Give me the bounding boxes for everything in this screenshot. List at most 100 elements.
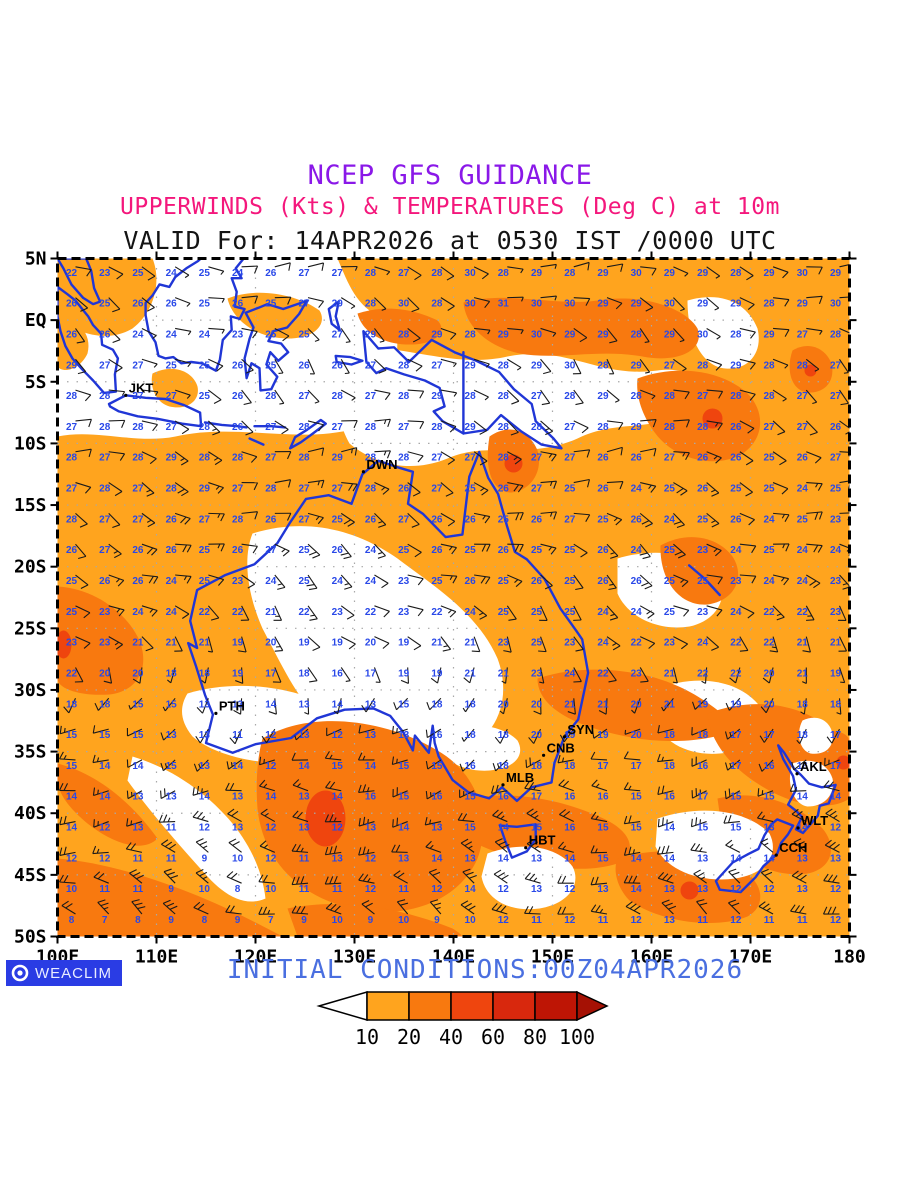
- wind-barb-staff: [772, 482, 789, 490]
- wind-barb-flag: [853, 480, 855, 488]
- wind-barb-staff: [533, 728, 542, 744]
- wind-barb-flag: [533, 710, 542, 715]
- wind-barb-flag: [447, 305, 455, 311]
- temperature-value: 13: [365, 730, 377, 741]
- weaclim-logo[interactable]: WEACLIM: [6, 960, 122, 986]
- wind-barb-halfflag: [453, 392, 458, 397]
- wind-barb-staff: [624, 728, 641, 735]
- wind-barb-flag: [681, 581, 689, 588]
- wind-barb-staff: [207, 605, 220, 619]
- wind-barb-staff: [274, 574, 286, 588]
- wind-barb-staff: [307, 605, 318, 620]
- temperature-value: 28: [199, 453, 211, 464]
- wind-barb-flag: [538, 650, 547, 653]
- wind-barb-flag: [362, 874, 369, 882]
- temperature-value: 8: [235, 884, 241, 895]
- wind-barb-staff: [162, 902, 176, 915]
- temperature-value: 29: [199, 484, 211, 495]
- wind-barb-staff: [593, 728, 608, 739]
- wind-barb-staff: [473, 636, 481, 652]
- wind-barb-staff: [407, 636, 422, 647]
- temperature-value: 25: [298, 329, 310, 340]
- temperature-value: 14: [564, 853, 576, 864]
- wind-barb-halfflag: [113, 550, 119, 554]
- wind-barb-flag: [823, 873, 829, 881]
- wind-barb-halfflag: [700, 876, 706, 880]
- wind-barb-flag: [823, 780, 830, 788]
- wind-barb-halfflag: [379, 340, 385, 343]
- temperature-value: 26: [597, 453, 609, 464]
- wind-barb-flag: [425, 790, 428, 800]
- wind-barb-flag: [147, 275, 156, 281]
- wind-barb-flag: [762, 677, 770, 684]
- wind-barb-flag: [391, 756, 395, 765]
- wind-barb-staff: [374, 605, 390, 612]
- wind-barb-flag: [852, 513, 855, 520]
- wind-barb-flag: [137, 906, 146, 910]
- temperature-value: 10: [398, 915, 410, 926]
- wind-barb-flag: [650, 485, 657, 493]
- wind-barb-staff: [727, 728, 741, 740]
- wind-barb-flag: [590, 751, 596, 760]
- wind-barb-flag: [382, 488, 390, 495]
- wind-barb-flag: [93, 819, 95, 828]
- wind-barb-flag: [181, 613, 190, 619]
- wind-barb-staff: [606, 446, 623, 453]
- wind-barb-halfflag: [167, 679, 172, 684]
- wind-barb-flag: [728, 788, 731, 797]
- wind-barb-flag: [479, 430, 488, 435]
- wind-barb-staff: [207, 636, 214, 653]
- wind-barb-flag: [567, 711, 576, 715]
- wind-barb-flag: [291, 876, 296, 885]
- temperature-value: 19: [431, 668, 443, 679]
- colorbar-tick-label: 80: [523, 1025, 547, 1049]
- wind-barb-halfflag: [761, 815, 766, 820]
- wind-barb-flag: [86, 269, 92, 277]
- wind-barb-flag: [329, 814, 334, 822]
- temperature-value: 16: [498, 792, 510, 803]
- temperature-value: 28: [66, 391, 78, 402]
- wind-barb-flag: [88, 419, 92, 428]
- wind-barb-staff: [706, 636, 720, 648]
- wind-barb-flag: [383, 610, 390, 618]
- temperature-value: 26: [232, 360, 244, 371]
- temperature-value: 23: [564, 638, 576, 649]
- temperature-value: 18: [797, 730, 809, 741]
- wind-barb-flag: [524, 781, 530, 789]
- wind-barb-staff: [374, 389, 391, 394]
- wind-barb-flag: [784, 514, 790, 522]
- temperature-value: 11: [299, 853, 310, 864]
- temperature-value: 14: [66, 823, 78, 834]
- coastline-sumba: [248, 437, 265, 446]
- wind-barb-flag: [828, 841, 836, 848]
- wind-barb-staff: [760, 841, 774, 853]
- temperature-value: 25: [531, 545, 543, 556]
- temperature-value: 27: [398, 422, 410, 433]
- wind-barb-flag: [116, 273, 124, 280]
- temperature-value: 23: [631, 668, 643, 679]
- wind-barb-halfflag: [367, 818, 369, 824]
- wind-barb-flag: [829, 810, 837, 817]
- temperature-value: 24: [564, 668, 576, 679]
- wind-barb-flag: [358, 818, 361, 827]
- temperature-value: 23: [232, 576, 244, 587]
- temperature-value: 22: [66, 268, 78, 279]
- temperature-value: 28: [365, 268, 377, 279]
- wind-barb-flag: [196, 811, 204, 819]
- x-tick-label: 110E: [135, 947, 178, 968]
- wind-barb-staff: [839, 480, 850, 484]
- wind-barb-staff: [757, 817, 774, 823]
- wind-barb-flag: [791, 870, 799, 877]
- wind-barb-staff: [526, 759, 541, 769]
- wind-barb-staff: [739, 327, 756, 333]
- temperature-value: 9: [434, 915, 440, 926]
- wind-barb-flag: [724, 790, 727, 799]
- y-tick-label: 20S: [14, 557, 47, 578]
- wind-barb-halfflag: [478, 612, 484, 616]
- wind-barb-halfflag: [648, 484, 652, 490]
- wind-barb-flag: [758, 763, 763, 772]
- temperature-value: 24: [166, 576, 178, 587]
- wind-barb-flag: [227, 808, 235, 815]
- wind-barb-flag: [286, 513, 292, 521]
- wind-barb-flag: [146, 547, 154, 555]
